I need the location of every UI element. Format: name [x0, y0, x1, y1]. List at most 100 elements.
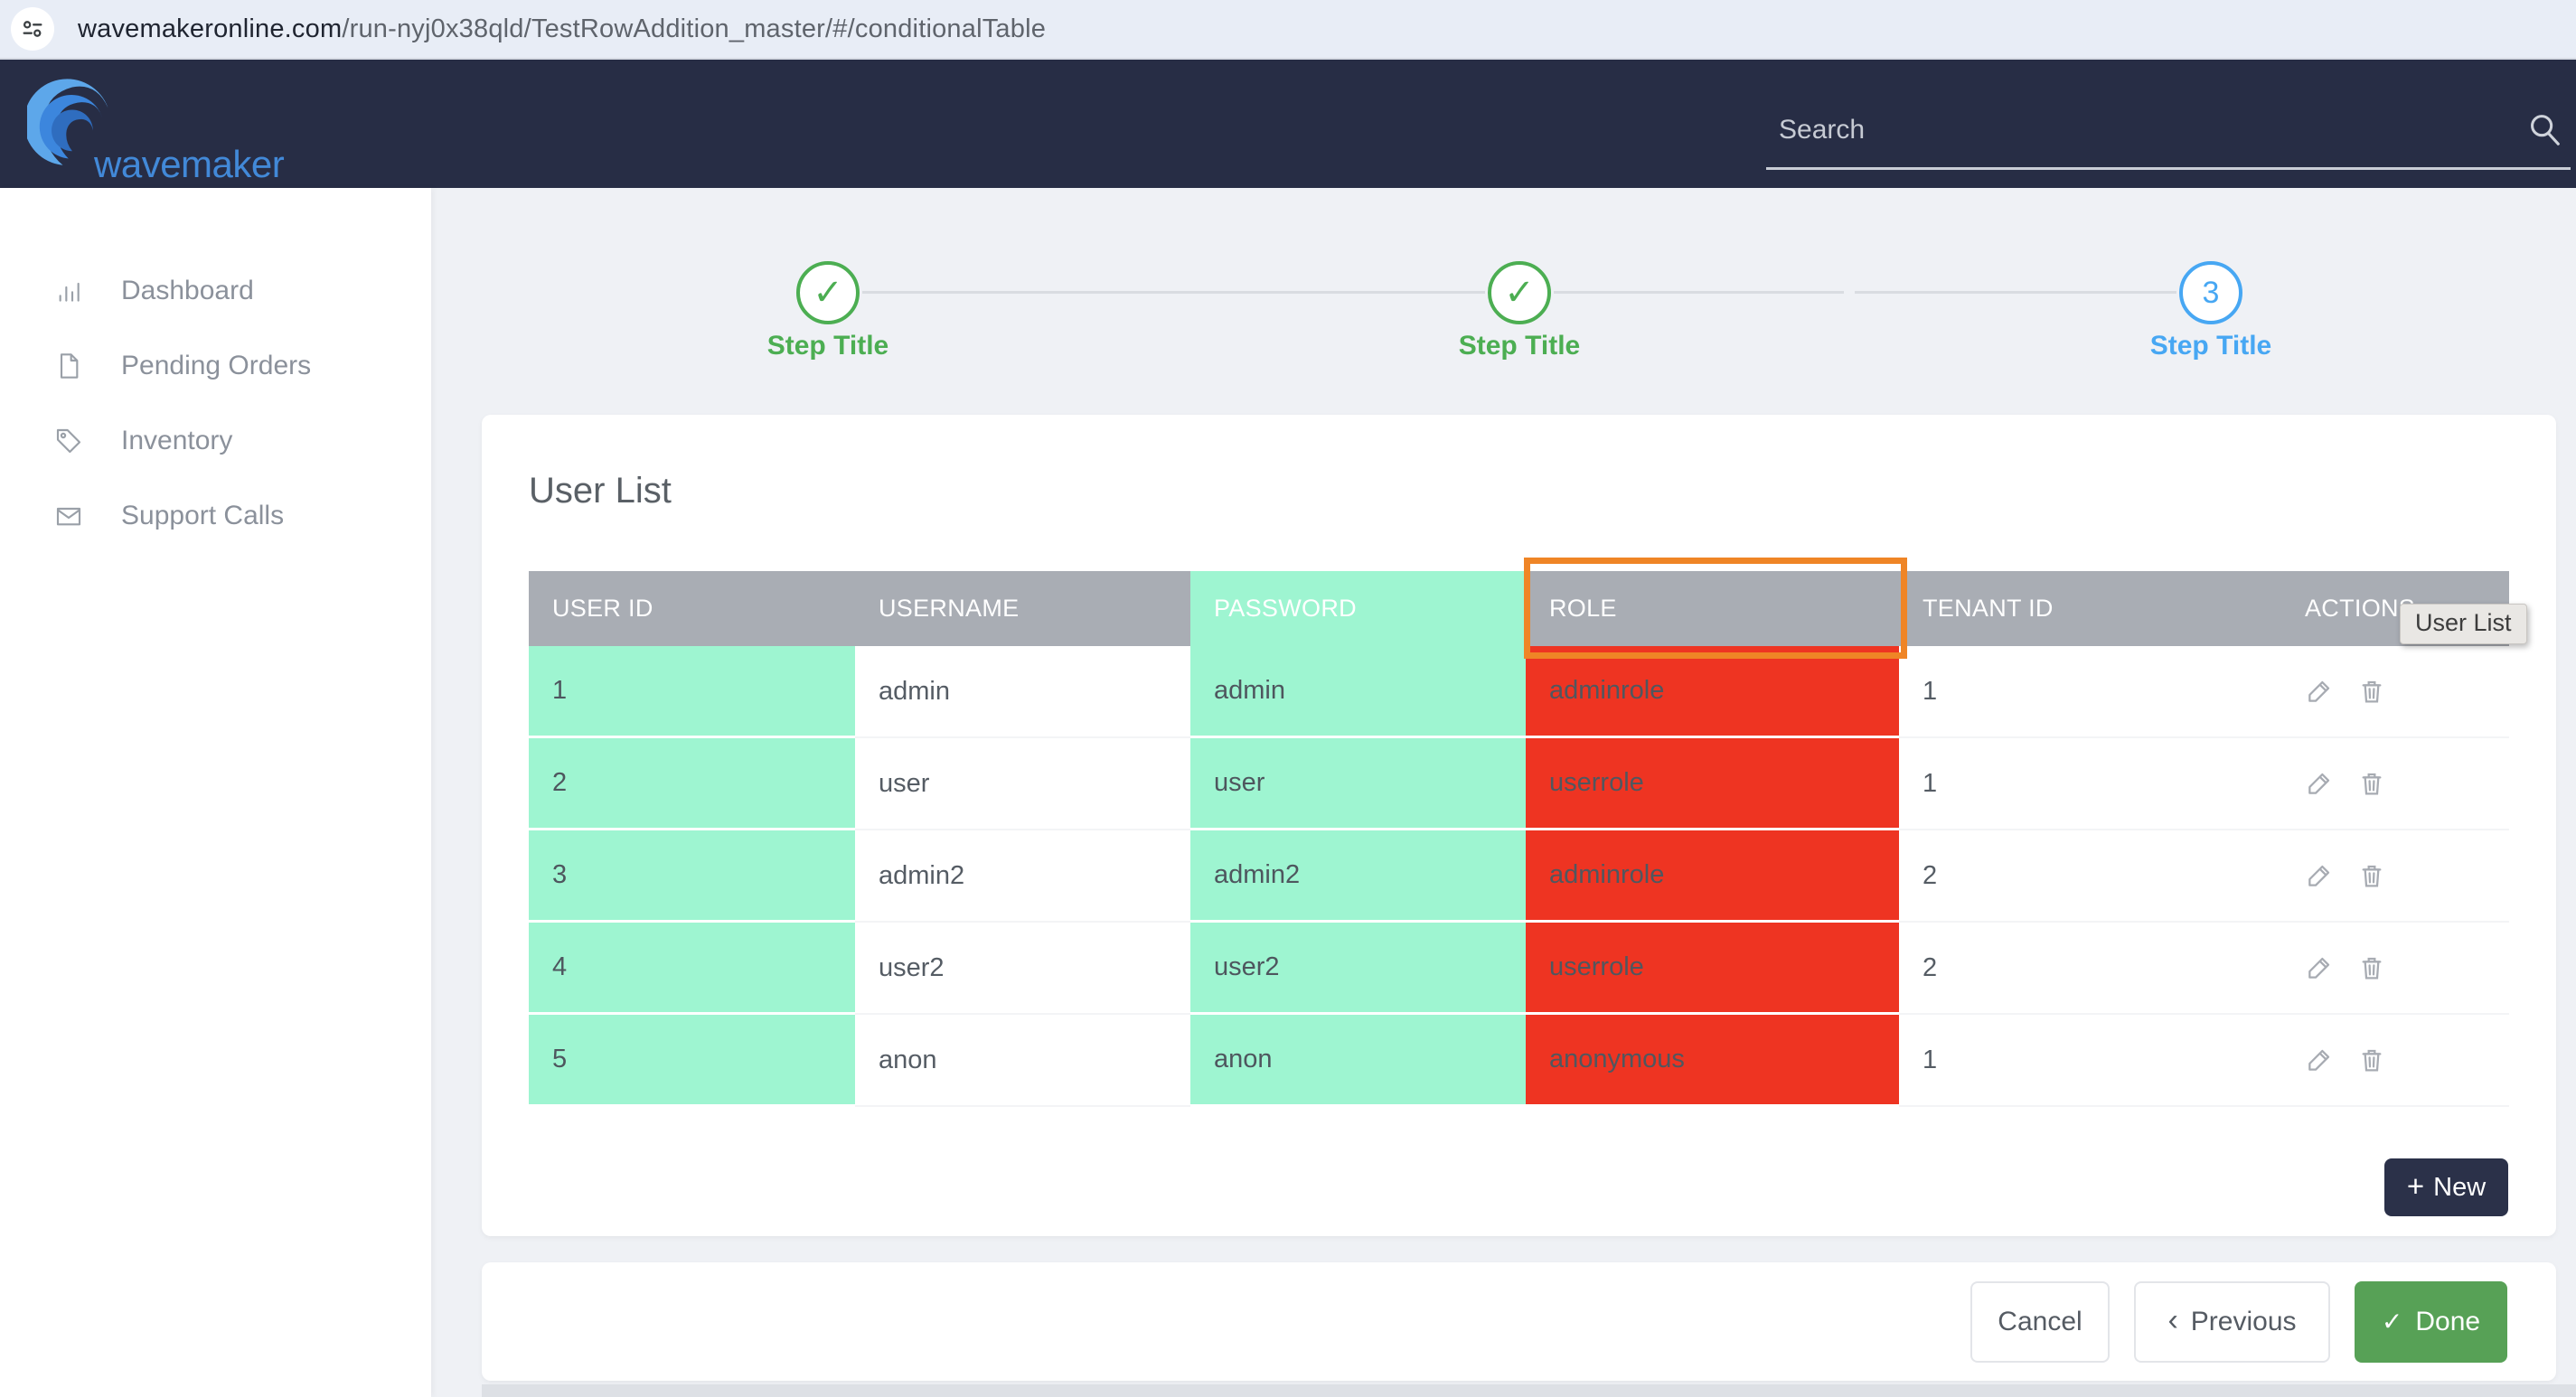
sidebar-item-pending-orders[interactable]: Pending Orders: [0, 328, 431, 403]
new-button[interactable]: + New: [2384, 1158, 2508, 1216]
plus-icon: +: [2406, 1168, 2425, 1203]
column-header-username[interactable]: USERNAME: [855, 571, 1190, 646]
wizard-step-1-circle[interactable]: ✓: [796, 261, 860, 324]
cell-actions: [2251, 923, 2509, 1015]
cell-tenant-id: 2: [1899, 923, 2251, 1015]
envelope-icon: [54, 502, 83, 530]
done-button-label: Done: [2415, 1306, 2481, 1336]
cell-tenant-id: 1: [1899, 1015, 2251, 1107]
delete-icon[interactable]: [2357, 769, 2386, 798]
chevron-left-icon: ‹: [2167, 1302, 2178, 1337]
search-box: [1766, 98, 2571, 170]
wizard-steps: ✓ Step Title ✓ Step Title 3 Step Title: [482, 188, 2556, 396]
browser-url-bar: wavemakeronline.com/run-nyj0x38qld/TestR…: [0, 0, 2576, 60]
delete-icon[interactable]: [2357, 677, 2386, 706]
column-header-password[interactable]: PASSWORD: [1190, 571, 1526, 646]
cell-username: anon: [855, 1015, 1190, 1107]
table-row[interactable]: 3 admin2 admin2 adminrole 2: [529, 830, 2509, 923]
edit-icon[interactable]: [2305, 677, 2334, 706]
cell-username: user2: [855, 923, 1190, 1015]
step-connector: [1855, 291, 2176, 294]
edit-icon[interactable]: [2305, 861, 2334, 890]
delete-icon[interactable]: [2357, 953, 2386, 982]
tag-icon: [54, 427, 83, 455]
edit-icon[interactable]: [2305, 953, 2334, 982]
card-title: User List: [529, 471, 672, 511]
table-header-row: USER ID USERNAME PASSWORD ROLE TENANT ID…: [529, 571, 2509, 646]
wizard-step-2-label: Step Title: [1458, 331, 1581, 361]
cell-actions: [2251, 738, 2509, 830]
wizard-step-2-circle[interactable]: ✓: [1488, 261, 1551, 324]
cell-password: user2: [1190, 923, 1526, 1015]
column-header-tenant-id[interactable]: TENANT ID: [1899, 571, 2251, 646]
cell-role: userrole: [1526, 738, 1899, 830]
url-path: /run-nyj0x38qld/TestRowAddition_master/#…: [342, 14, 1047, 43]
sidebar-item-dashboard[interactable]: Dashboard: [0, 253, 431, 328]
cell-role: adminrole: [1526, 646, 1899, 738]
cell-role: userrole: [1526, 923, 1899, 1015]
edit-icon[interactable]: [2305, 1045, 2334, 1074]
delete-icon[interactable]: [2357, 861, 2386, 890]
brand-name: wavemaker: [94, 143, 285, 185]
main-content: ✓ Step Title ✓ Step Title 3 Step Title U…: [431, 188, 2576, 1397]
wizard-step-1-label: Step Title: [766, 331, 889, 361]
sidebar-item-inventory[interactable]: Inventory: [0, 403, 431, 478]
cell-password: user: [1190, 738, 1526, 830]
wizard-footer-bar: Cancel ‹ Previous ✓ Done: [482, 1262, 2556, 1381]
bottom-strip: [482, 1384, 2576, 1397]
cell-password: admin2: [1190, 830, 1526, 923]
check-icon: ✓: [2381, 1307, 2403, 1336]
cell-username: admin: [855, 646, 1190, 738]
column-header-user-id[interactable]: USER ID: [529, 571, 855, 646]
delete-icon[interactable]: [2357, 1045, 2386, 1074]
sidebar-item-label: Dashboard: [121, 275, 254, 305]
cell-tenant-id: 2: [1899, 830, 2251, 923]
sidebar-item-support-calls[interactable]: Support Calls: [0, 478, 431, 553]
wavemaker-logo[interactable]: [27, 76, 121, 170]
cancel-button-label: Cancel: [1998, 1306, 2082, 1336]
step-connector: [1554, 291, 1844, 294]
new-button-label: New: [2433, 1172, 2487, 1202]
cell-username: user: [855, 738, 1190, 830]
search-icon[interactable]: [2524, 108, 2565, 155]
sidebar: Dashboard Pending Orders Inventory Suppo…: [0, 188, 431, 1397]
done-button[interactable]: ✓ Done: [2355, 1280, 2507, 1363]
address-bar[interactable]: wavemakeronline.com/run-nyj0x38qld/TestR…: [78, 14, 1046, 44]
table-row[interactable]: 5 anon anon anonymous 1: [529, 1015, 2509, 1107]
cell-user-id: 3: [529, 830, 855, 923]
table-row[interactable]: 2 user user userrole 1: [529, 738, 2509, 830]
cell-user-id: 4: [529, 923, 855, 1015]
cancel-button[interactable]: Cancel: [1970, 1280, 2110, 1363]
cell-role: adminrole: [1526, 830, 1899, 923]
table-row[interactable]: 1 admin admin adminrole 1: [529, 646, 2509, 738]
previous-button[interactable]: ‹ Previous: [2134, 1280, 2330, 1363]
cell-user-id: 5: [529, 1015, 855, 1107]
url-domain: wavemakeronline.com: [78, 14, 343, 43]
sidebar-item-label: Pending Orders: [121, 350, 312, 380]
cell-tenant-id: 1: [1899, 738, 2251, 830]
column-header-role[interactable]: ROLE: [1526, 571, 1899, 646]
file-icon: [54, 352, 83, 380]
bar-chart-icon: [54, 277, 83, 305]
cell-password: admin: [1190, 646, 1526, 738]
step-connector: [862, 291, 1485, 294]
wizard-step-3-circle[interactable]: 3: [2179, 261, 2242, 324]
check-icon: ✓: [813, 273, 843, 313]
step-number: 3: [2202, 276, 2220, 310]
cell-actions: [2251, 830, 2509, 923]
search-input[interactable]: [1779, 105, 2484, 155]
user-list-table: USER ID USERNAME PASSWORD ROLE TENANT ID…: [529, 571, 2509, 1107]
table-row[interactable]: 4 user2 user2 userrole 2: [529, 923, 2509, 1015]
sidebar-item-label: Support Calls: [121, 500, 285, 530]
cell-role: anonymous: [1526, 1015, 1899, 1107]
cell-user-id: 2: [529, 738, 855, 830]
user-list-card: User List USER ID USERNAME PASSWORD ROLE…: [482, 415, 2556, 1236]
edit-icon[interactable]: [2305, 769, 2334, 798]
check-icon: ✓: [1504, 273, 1535, 313]
cell-actions: [2251, 1015, 2509, 1107]
tune-icon[interactable]: [11, 7, 54, 51]
cell-tenant-id: 1: [1899, 646, 2251, 738]
cell-password: anon: [1190, 1015, 1526, 1107]
table-tooltip: User List: [2400, 604, 2527, 644]
cell-user-id: 1: [529, 646, 855, 738]
